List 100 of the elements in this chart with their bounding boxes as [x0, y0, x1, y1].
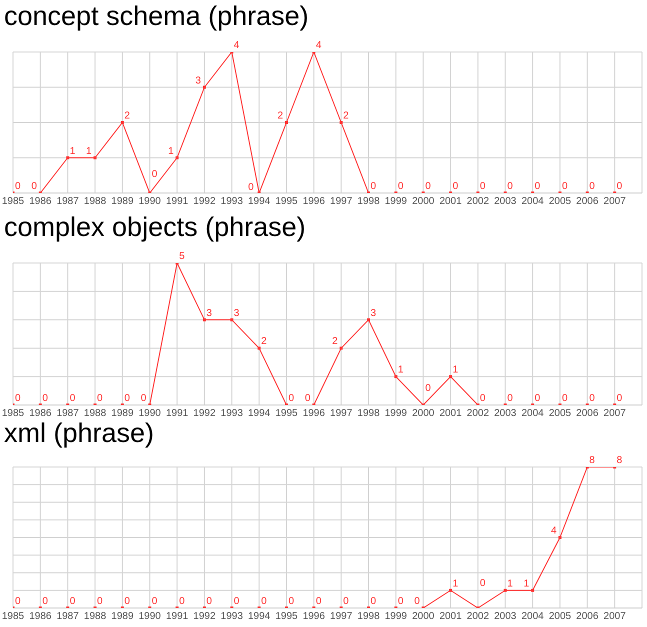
data-label: 0 [288, 393, 294, 404]
x-tick-label: 1991 [166, 611, 189, 622]
data-label: 0 [616, 181, 623, 192]
point [367, 318, 370, 322]
x-tick-label: 2001 [439, 611, 462, 622]
data-label: 1 [507, 578, 514, 590]
data-label: 2 [124, 110, 130, 122]
x-tick-label: 1986 [29, 611, 52, 622]
data-label: 4 [550, 526, 557, 536]
data-label: 0 [534, 181, 541, 192]
x-tick-label: 1992 [193, 196, 216, 208]
x-tick-label: 2005 [548, 408, 572, 420]
data-label: 2 [261, 336, 268, 348]
data-label: 1 [524, 578, 530, 590]
data-label: 1 [452, 578, 459, 590]
x-tick-label: 2007 [604, 196, 626, 208]
x-tick-label: 2005 [548, 611, 572, 622]
data-label: 0 [70, 393, 76, 404]
x-tick-label: 2002 [466, 611, 490, 622]
x-tick-label: 2001 [439, 196, 462, 208]
x-tick-label: 1990 [138, 196, 162, 208]
x-tick-label: 2006 [576, 196, 599, 208]
data-label: 5 [179, 251, 186, 262]
x-tick-label: 1985 [2, 196, 25, 208]
data-label: 0 [15, 393, 21, 404]
data-label: 4 [316, 40, 322, 51]
data-label: 0 [507, 181, 514, 192]
data-label: 0 [248, 182, 254, 193]
data-label: 8 [589, 455, 596, 466]
x-tick-label: 1998 [357, 611, 380, 622]
x-tick-label: 1989 [111, 611, 134, 622]
data-label: 0 [124, 393, 130, 404]
data-label: 0 [124, 596, 130, 607]
data-label: 0 [70, 596, 76, 607]
x-tick-label: 1985 [2, 611, 25, 622]
x-tick-label: 1987 [56, 408, 80, 420]
point [340, 121, 343, 124]
x-tick-label: 2004 [521, 611, 544, 622]
data-label: 1 [452, 364, 459, 376]
data-label: 4 [234, 40, 240, 51]
point [202, 86, 206, 89]
x-tick-label: 1987 [56, 196, 80, 208]
x-tick-label: 2001 [439, 408, 462, 420]
point [394, 375, 398, 378]
data-label: 0 [97, 393, 104, 404]
x-tick-label: 2002 [466, 196, 490, 208]
x-tick-label: 1999 [384, 408, 408, 420]
x-tick-label: 2003 [494, 611, 517, 622]
x-tick-label: 2003 [494, 196, 517, 208]
x-tick-label: 2007 [604, 611, 626, 622]
point [120, 121, 124, 124]
data-label: 0 [562, 393, 568, 404]
point [176, 156, 179, 160]
x-tick-label: 1990 [138, 611, 162, 622]
data-label: 0 [534, 393, 541, 404]
x-tick-label: 2006 [576, 611, 599, 622]
data-label: 0 [152, 596, 158, 607]
data-label: 0 [42, 393, 48, 404]
data-label: 0 [42, 596, 48, 607]
data-label: 0 [97, 596, 104, 607]
x-tick-label: 2004 [521, 196, 544, 208]
x-tick-label: 1997 [330, 196, 353, 208]
data-label: 3 [234, 308, 240, 319]
x-tick-label: 1988 [84, 408, 107, 420]
x-tick-label: 1988 [84, 196, 107, 208]
data-label: 0 [480, 578, 486, 589]
data-label: 0 [616, 393, 623, 404]
data-label: 8 [616, 455, 623, 466]
x-tick-label: 2004 [521, 408, 544, 420]
x-tick-label: 2007 [604, 408, 626, 420]
data-label: 3 [206, 308, 212, 319]
x-tick-label: 1986 [29, 408, 52, 420]
data-label: 3 [195, 75, 202, 86]
x-tick-label: 1990 [138, 408, 162, 420]
x-tick-label: 1995 [275, 408, 298, 420]
x-tick-label: 1994 [248, 196, 271, 208]
chart-title: complex objects (phrase) [4, 212, 306, 242]
data-label: 0 [31, 181, 38, 192]
point [66, 156, 70, 160]
data-label: 3 [370, 308, 377, 319]
data-label: 0 [316, 596, 322, 607]
data-label: 2 [332, 336, 338, 348]
data-label: 2 [277, 110, 284, 122]
x-tick-label: 1993 [220, 408, 244, 420]
x-tick-label: 1989 [111, 408, 134, 420]
x-tick-label: 1996 [302, 196, 326, 208]
x-tick-label: 2005 [548, 196, 572, 208]
point [340, 346, 343, 350]
data-label: 0 [370, 181, 377, 192]
x-tick-label: 2000 [412, 408, 435, 420]
x-tick-label: 1993 [220, 196, 244, 208]
data-label: 0 [480, 181, 486, 192]
chart-title: concept schema (phrase) [4, 1, 309, 31]
x-tick-label: 1985 [2, 408, 25, 420]
x-tick-label: 1997 [330, 408, 353, 420]
data-label: 0 [425, 181, 432, 192]
x-tick-label: 1998 [357, 408, 380, 420]
x-tick-label: 2000 [412, 611, 435, 622]
data-label: 0 [179, 596, 186, 607]
data-label: 2 [343, 110, 350, 122]
